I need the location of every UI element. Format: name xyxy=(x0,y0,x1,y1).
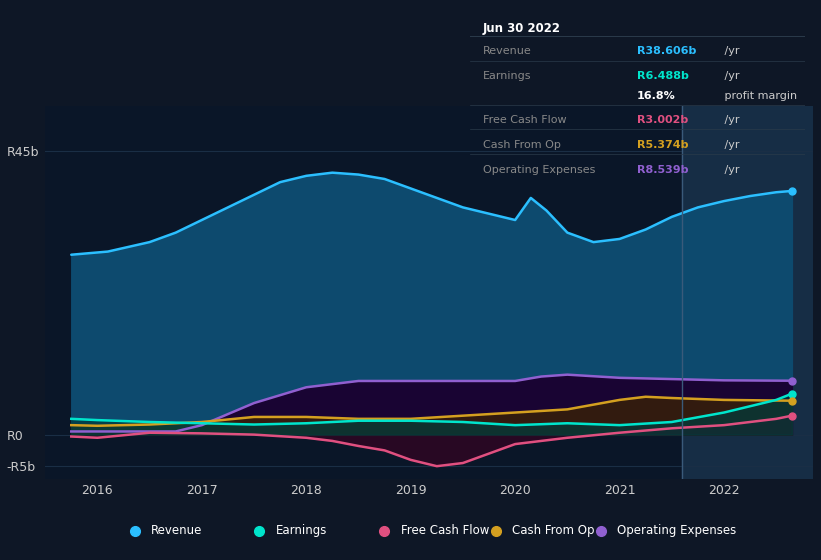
Text: Cash From Op: Cash From Op xyxy=(483,140,561,150)
Text: /yr: /yr xyxy=(721,46,740,57)
Text: /yr: /yr xyxy=(721,71,740,81)
Text: Cash From Op: Cash From Op xyxy=(512,524,594,537)
Text: Revenue: Revenue xyxy=(483,46,532,57)
Text: Operating Expenses: Operating Expenses xyxy=(483,165,595,175)
Text: 16.8%: 16.8% xyxy=(637,91,676,101)
Text: Jun 30 2022: Jun 30 2022 xyxy=(483,22,561,35)
Text: R8.539b: R8.539b xyxy=(637,165,689,175)
Text: R3.002b: R3.002b xyxy=(637,115,688,125)
Text: R6.488b: R6.488b xyxy=(637,71,689,81)
Bar xyxy=(682,106,821,479)
Text: Earnings: Earnings xyxy=(483,71,531,81)
Text: R5.374b: R5.374b xyxy=(637,140,689,150)
Text: Free Cash Flow: Free Cash Flow xyxy=(483,115,566,125)
Text: Free Cash Flow: Free Cash Flow xyxy=(401,524,489,537)
Text: /yr: /yr xyxy=(721,165,740,175)
Text: /yr: /yr xyxy=(721,140,740,150)
Text: Revenue: Revenue xyxy=(151,524,203,537)
Text: /yr: /yr xyxy=(721,115,740,125)
Text: Earnings: Earnings xyxy=(276,524,328,537)
Text: Operating Expenses: Operating Expenses xyxy=(617,524,736,537)
Text: R38.606b: R38.606b xyxy=(637,46,696,57)
Text: profit margin: profit margin xyxy=(721,91,797,101)
